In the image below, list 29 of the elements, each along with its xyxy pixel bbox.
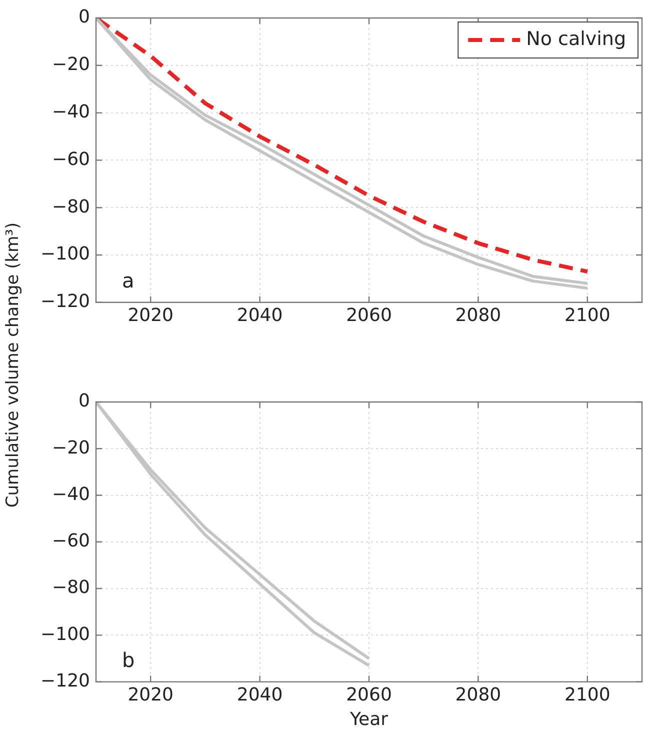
- y-tick-label: −60: [52, 148, 90, 170]
- legend-label: No calving: [526, 28, 626, 50]
- y-tick-label: −120: [40, 670, 90, 692]
- y-tick-label: −40: [52, 484, 90, 505]
- x-tick-label: 2080: [455, 684, 502, 706]
- x-axis-title: Year: [348, 708, 389, 730]
- x-tick-label: 2020: [128, 304, 174, 326]
- x-tick-label: 2060: [346, 304, 392, 326]
- y-tick-label: −120: [40, 291, 90, 312]
- annotation: b: [122, 648, 135, 672]
- x-tick-label: 2020: [128, 684, 174, 706]
- x-tick-label: 2040: [236, 304, 283, 326]
- y-tick-label: −40: [52, 101, 90, 122]
- y-tick-label: 0: [78, 390, 90, 412]
- y-tick-label: −100: [40, 624, 90, 645]
- x-tick-label: 2100: [564, 684, 610, 706]
- y-tick-label: −20: [52, 54, 90, 76]
- y-tick-label: −20: [52, 437, 90, 458]
- y-tick-label: −80: [52, 196, 90, 218]
- y-tick-label: −100: [40, 244, 90, 265]
- y-axis-title: Cumulative volume change (km³): [3, 222, 23, 508]
- y-tick-label: −60: [52, 530, 90, 552]
- annotation: a: [122, 268, 134, 293]
- y-tick-label: 0: [78, 6, 90, 28]
- x-tick-label: 2060: [346, 684, 392, 706]
- x-tick-label: 2100: [564, 304, 610, 326]
- x-tick-label: 2080: [455, 304, 502, 326]
- x-tick-label: 2040: [236, 684, 283, 706]
- y-tick-label: −80: [52, 577, 90, 598]
